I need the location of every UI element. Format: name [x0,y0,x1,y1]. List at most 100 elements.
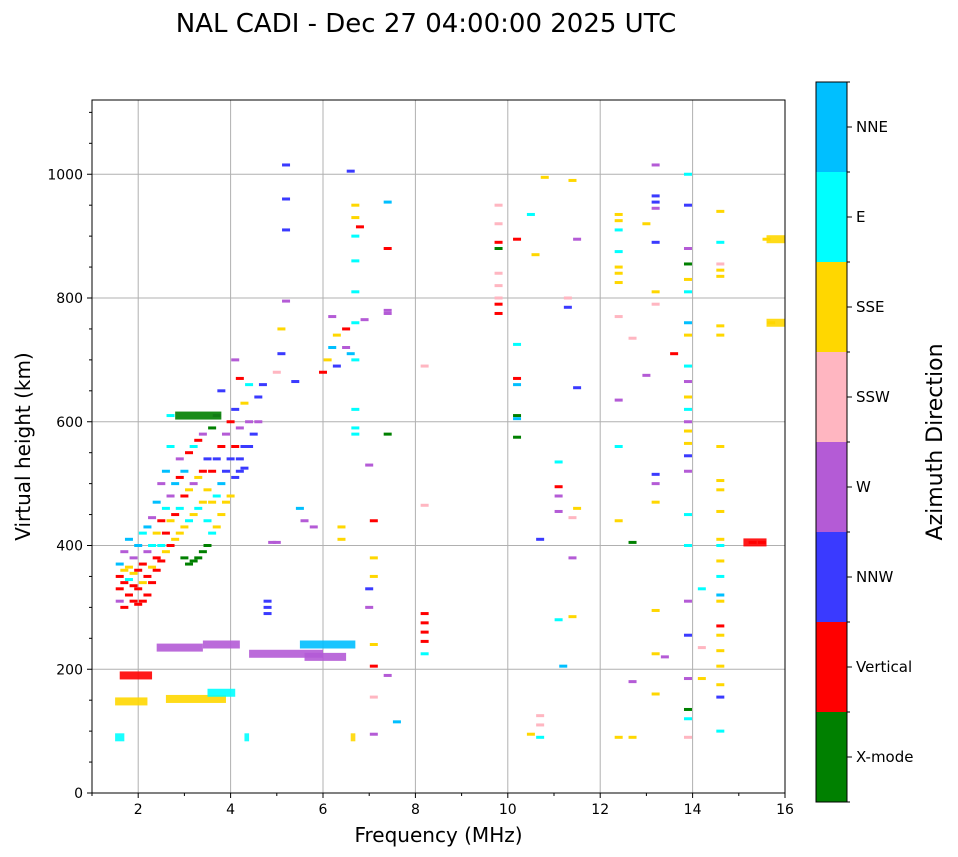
echo-point [208,531,217,535]
echo-point [115,562,124,566]
colorbar-title: Azimuth Direction [923,343,948,540]
echo-point [683,172,692,176]
echo-point [217,389,226,393]
echo-point [277,327,286,331]
colorbar-swatch [816,352,847,442]
echo-point [554,509,563,513]
echo-point [185,519,194,523]
echo-point [614,281,623,285]
echo-point [420,503,429,507]
echo-point [383,311,392,315]
colorbar-label: E [856,208,865,226]
echo-point [148,516,157,520]
echo-point [642,222,651,226]
echo-point [360,318,369,322]
echo-point [369,695,378,699]
echo-point [203,544,212,547]
echo-trace [175,411,222,420]
azimuth-colorbar: X-mode Vertical NNW W SSW SSE E NNE [815,81,913,803]
colorbar-label: W [856,478,871,496]
echo-point [138,562,147,566]
echo-point [420,621,429,625]
echo-point [716,509,725,513]
echo-point [189,513,198,517]
echo-point [383,200,392,204]
echo-point [540,175,549,179]
echo-point [383,673,392,677]
echo-point [351,432,360,436]
echo-point [651,692,660,696]
echo-point [120,605,129,609]
echo-point [716,593,725,597]
echo-trace [119,671,153,680]
x-tick-label: 2 [134,802,143,818]
echo-point [166,519,175,523]
echo-point [683,262,692,266]
echo-point [208,469,217,473]
echo-trace [249,649,323,658]
echo-point [651,163,660,167]
echo-point [526,212,535,216]
echo-point [563,305,572,309]
echo-point [369,574,378,578]
echo-point [573,386,582,390]
echo-point [282,299,291,303]
echo-point [152,500,161,504]
echo-point [683,441,692,445]
echo-point [221,500,230,504]
echo-point [683,735,692,739]
echo-point [628,540,637,544]
echo-point [614,219,623,223]
echo-point [651,194,660,198]
echo-point [651,652,660,656]
echo-point [494,203,503,207]
echo-point [217,482,226,486]
echo-point [268,540,277,544]
echo-point [226,457,235,461]
y-tick-label: 400 [56,539,83,555]
echo-point [513,414,522,418]
echo-trace [202,640,240,649]
echo-point [365,463,374,467]
echo-point [716,649,725,653]
colorbar-swatch [816,172,847,262]
echo-point [231,445,240,448]
chart-title: NAL CADI - Dec 27 04:00:00 2025 UTC [176,9,676,39]
echo-point [628,735,637,739]
echo-point [568,615,577,619]
echo-point [148,581,157,585]
echo-point [651,200,660,204]
x-tick-label: 10 [499,802,517,818]
plot-frame [91,99,786,794]
echo-point [683,407,692,411]
echo-point [134,544,143,547]
echo-point [203,457,212,461]
echo-point [351,259,360,263]
echo-point [614,265,623,269]
echo-point [240,466,249,470]
echo-point [573,237,582,241]
echo-point [319,370,327,374]
echo-point [531,253,540,257]
x-tick-label: 14 [684,802,702,818]
echo-point [221,432,230,436]
echo-point [716,624,725,628]
echo-point [628,680,637,684]
echo-point [420,652,429,656]
echo-point [282,197,291,201]
echo-point [115,574,124,578]
echo-point [369,664,378,668]
echo-point [642,373,651,377]
echo-point [148,544,157,547]
echo-point [346,169,355,173]
echo-point [166,544,175,547]
echo-point [716,209,725,213]
echo-trace [156,643,203,652]
echo-point [152,531,161,535]
echo-point [369,732,378,736]
x-tick-label: 16 [776,802,794,818]
colorbar-label: NNE [856,118,888,136]
echo-point [203,519,212,523]
echo-point [683,290,692,294]
echo-point [716,664,725,668]
